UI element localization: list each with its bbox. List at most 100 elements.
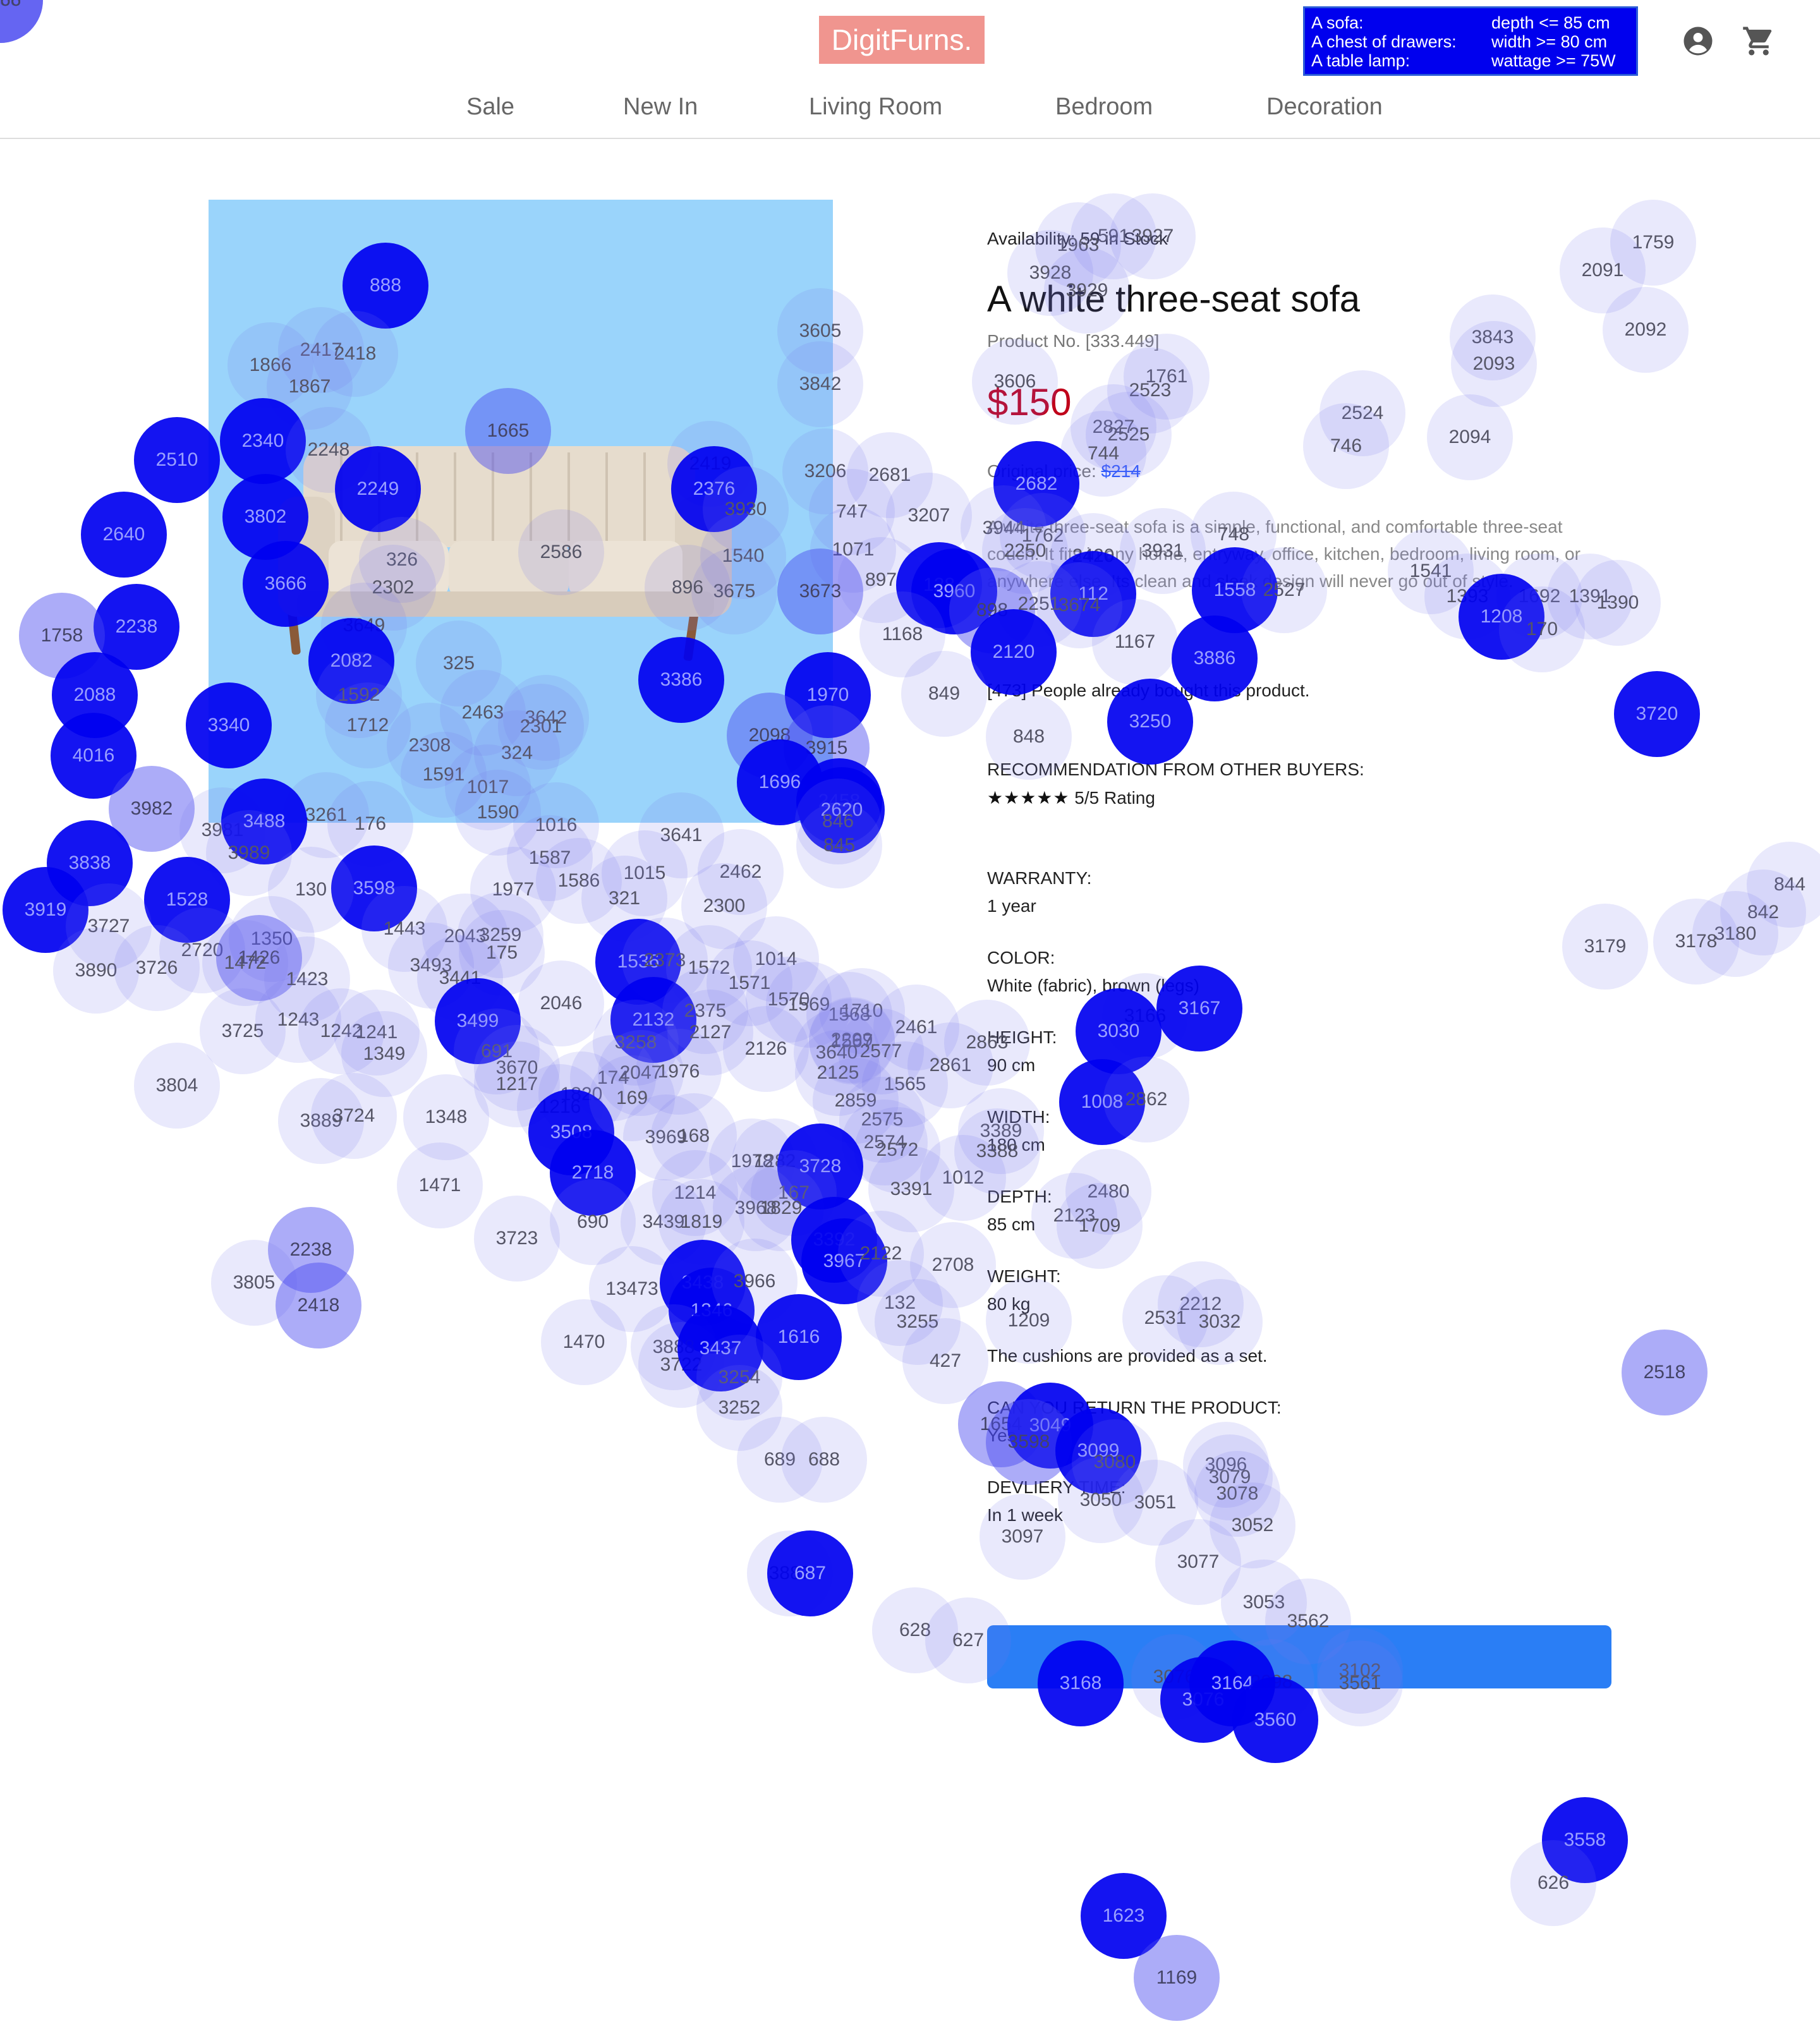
criteria-condition: depth <= 85 cm [1491,13,1610,32]
return-value: Yes [987,1426,1016,1445]
gaze-fixation-marker: 3096 [1183,1422,1269,1508]
nav-decoration[interactable]: Decoration [1266,94,1383,120]
nav-new-in[interactable]: New In [623,94,698,120]
gaze-fixation-marker: 3178 [1653,899,1739,985]
criteria-item: A table lamp: [1311,51,1410,70]
add-to-cart-button[interactable] [987,1625,1611,1688]
gaze-fixation-marker: 1977 [470,847,556,933]
color-heading: COLOR: [987,948,1055,967]
weight-value: 80 kg [987,1294,1031,1314]
gaze-fixation-marker: 2862 [1103,1057,1189,1142]
gaze-fixation-marker: 1167 [1092,599,1178,685]
gaze-fixation-marker: 2861 [907,1022,993,1108]
gaze-fixation-marker: 1758 [0,0,43,43]
gaze-fixation-marker: 3179 [1562,904,1648,990]
account-circle-icon[interactable] [1681,24,1715,58]
gaze-fixation-marker: 2091 [1560,227,1646,313]
gaze-fixation-marker: 3966 [712,1239,798,1324]
cushions-note: The cushions are provided as a set. [987,1346,1268,1366]
recommendation-heading: RECOMMENDATION FROM OTHER BUYERS: [987,760,1364,779]
nav-living-room[interactable]: Living Room [809,94,943,120]
gaze-fixation-marker: 689 [737,1417,823,1503]
product-price: $150 [987,381,1072,423]
gaze-fixation-marker: 1015 [602,830,688,916]
gaze-fixation-marker: 744 [1060,411,1146,497]
gaze-fixation-marker: 1349 [341,1011,427,1097]
gaze-fixation-marker: 3969 [623,1094,709,1180]
gaze-fixation-marker: 2093 [1451,321,1537,407]
gaze-fixation-marker: 1346 [669,1268,755,1354]
gaze-fixation-marker: 3726 [114,925,200,1011]
gaze-fixation-marker: 1759 [1610,200,1696,286]
gaze-fixation-marker: 321 [581,856,667,942]
gaze-fixation-marker: 2575 [839,1077,925,1163]
gaze-fixation-marker: 1654 [958,1381,1044,1467]
gaze-fixation-marker: 1616 [756,1294,842,1380]
gaze-fixation-marker: 3441 [417,935,503,1021]
gaze-fixation-marker: 849 [901,651,987,737]
product-title: A white three-seat sofa [987,279,1360,320]
gaze-fixation-marker: 1569 [766,962,852,1048]
gaze-fixation-marker: 2708 [910,1222,996,1308]
gaze-fixation-marker: 3052 [1210,1482,1295,1568]
return-heading: CAN YOU RETURN THE PRODUCT: [987,1398,1282,1417]
gaze-fixation-marker: 2510 [134,417,220,503]
original-price-value: $214 [1101,461,1141,481]
gaze-fixation-marker: 3258 [593,1000,679,1086]
gaze-fixation-marker: 2373 [622,918,708,1003]
gaze-fixation-marker: 3723 [474,1196,560,1282]
gaze-fixation-marker: 175 [459,910,545,996]
gaze-fixation-marker: 3389 [958,1088,1044,1174]
gaze-fixation-marker: 2640 [81,492,167,578]
gaze-fixation-marker: 2046 [518,960,604,1046]
nav-bedroom[interactable]: Bedroom [1055,94,1153,120]
nav-sale[interactable]: Sale [466,94,515,120]
availability-value: 59 in Stock [1080,229,1168,248]
gaze-fixation-marker: 1443 [361,886,447,972]
gaze-fixation-marker: 1976 [636,1029,722,1115]
product-image [209,200,833,823]
gaze-fixation-marker: 2126 [723,1006,809,1092]
gaze-fixation-marker: 2125 [795,1030,881,1116]
gaze-fixation-marker: 2092 [1603,287,1689,373]
warranty-value: 1 year [987,896,1036,916]
gaze-fixation-marker: 3252 [696,1365,782,1451]
gaze-fixation-marker: 1710 [819,968,905,1054]
gaze-fixation-marker: 2859 [813,1058,899,1144]
width-heading: WIDTH: [987,1107,1050,1127]
gaze-fixation-marker: 3254 [696,1335,782,1421]
gaze-fixation-marker: 2122 [838,1211,924,1297]
gaze-fixation-marker: 1014 [733,916,819,1002]
gaze-fixation-marker: 1820 [538,1051,624,1137]
shopping-cart-icon[interactable] [1742,24,1776,58]
gaze-fixation-marker: 628 [872,1587,958,1673]
gaze-fixation-marker: 1008 [1059,1059,1145,1145]
height-heading: HEIGHT: [987,1027,1057,1047]
gaze-fixation-marker: 1571 [707,940,792,1026]
gaze-fixation-marker: 3843 [1450,294,1536,380]
availability-label: Availability: [987,229,1076,248]
product-description: A white three-seat sofa is a simple, fun… [987,517,1580,591]
warranty-heading: WARRANTY: [987,868,1092,888]
gaze-fixation-marker: 3439 [621,1179,707,1265]
gaze-fixation-marker: 1426 [216,915,302,1001]
gaze-fixation-marker: 3804 [134,1043,220,1129]
gaze-fixation-marker: 3438 [660,1240,746,1326]
gaze-fixation-marker: 3392 [791,1197,877,1283]
gaze-fixation-marker: 3724 [311,1073,397,1159]
gaze-fixation-marker: 1472 [202,920,288,1006]
gaze-fixation-marker: 691 [454,1009,540,1094]
site-logo[interactable]: DigitFurns. [819,16,985,64]
gaze-fixation-marker: 3890 [53,928,139,1014]
gaze-fixation-marker: 1709 [1057,1183,1143,1269]
gaze-fixation-marker: 128 [896,542,982,628]
criteria-row: A table lamp: wattage >= 75W [1311,51,1636,70]
original-price: Original price: $214 [987,461,1141,482]
gaze-fixation-marker: 2300 [681,863,767,949]
gaze-fixation-marker: 1587 [507,815,593,901]
gaze-fixation-marker: 1568 [806,972,892,1058]
gaze-fixation-marker: 2718 [550,1130,636,1216]
criteria-condition: wattage >= 75W [1491,51,1616,70]
gaze-fixation-marker: 3720 [1614,671,1700,757]
